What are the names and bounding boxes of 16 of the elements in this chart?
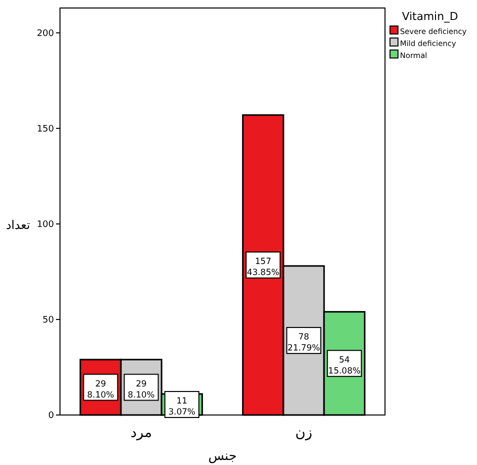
x-tick-label: مرد [130,425,152,441]
y-tick-label: 200 [36,28,54,39]
data-label: 29 8.10% [87,379,114,400]
x-tick-label: زن [295,425,312,441]
data-label: 29 8.10% [128,379,155,400]
data-label: 157 43.85% [246,257,280,278]
legend-title: Vitamin_D [402,10,458,23]
y-axis-title: تعداد [6,218,30,232]
y-tick-label: 100 [36,220,54,230]
x-axis-title: جنس [208,449,237,464]
y-tick-label: 0 [48,411,54,421]
data-label: 54 15.08% [328,355,361,376]
y-tick-label: 50 [42,315,54,326]
data-label: 78 21.79% [288,332,320,354]
y-tick-label: 150 [36,124,54,134]
data-label: 11 3.07% [168,396,196,418]
